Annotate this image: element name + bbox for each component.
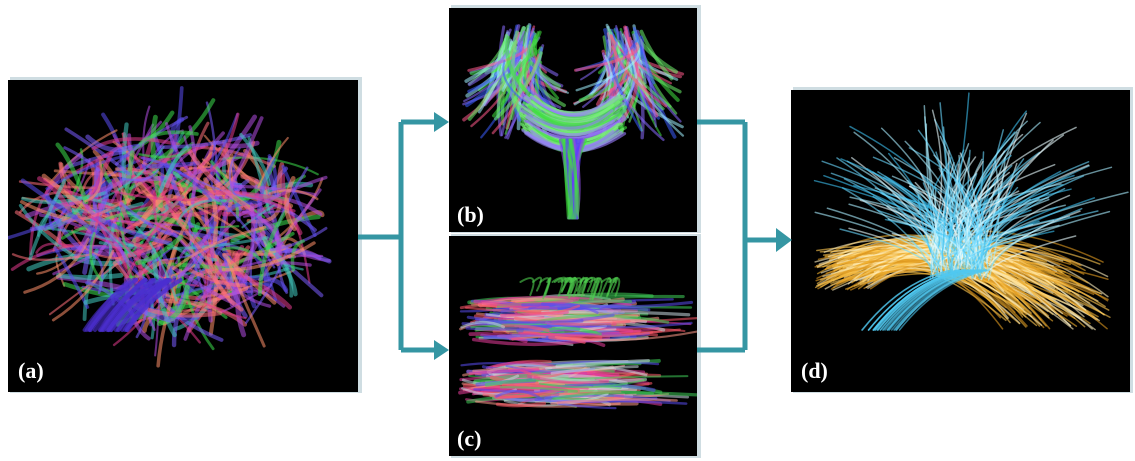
connector: [358, 122, 436, 350]
panel-label: (a): [18, 358, 44, 383]
arrow-head: [776, 228, 792, 252]
figure: (a) (b) (c) (d): [0, 0, 1135, 461]
fiber: [550, 337, 600, 338]
panel-label: (c): [457, 426, 481, 451]
page: (a) (b) (c) (d) (() => { const data = JS…: [0, 0, 1135, 461]
fiber: [58, 275, 120, 277]
panel-c: [449, 236, 697, 456]
arrow-head: [434, 340, 449, 360]
panel-label: (d): [801, 358, 828, 383]
connector: [697, 122, 778, 350]
arrow-head: [434, 112, 449, 132]
panel-label: (b): [457, 202, 484, 227]
